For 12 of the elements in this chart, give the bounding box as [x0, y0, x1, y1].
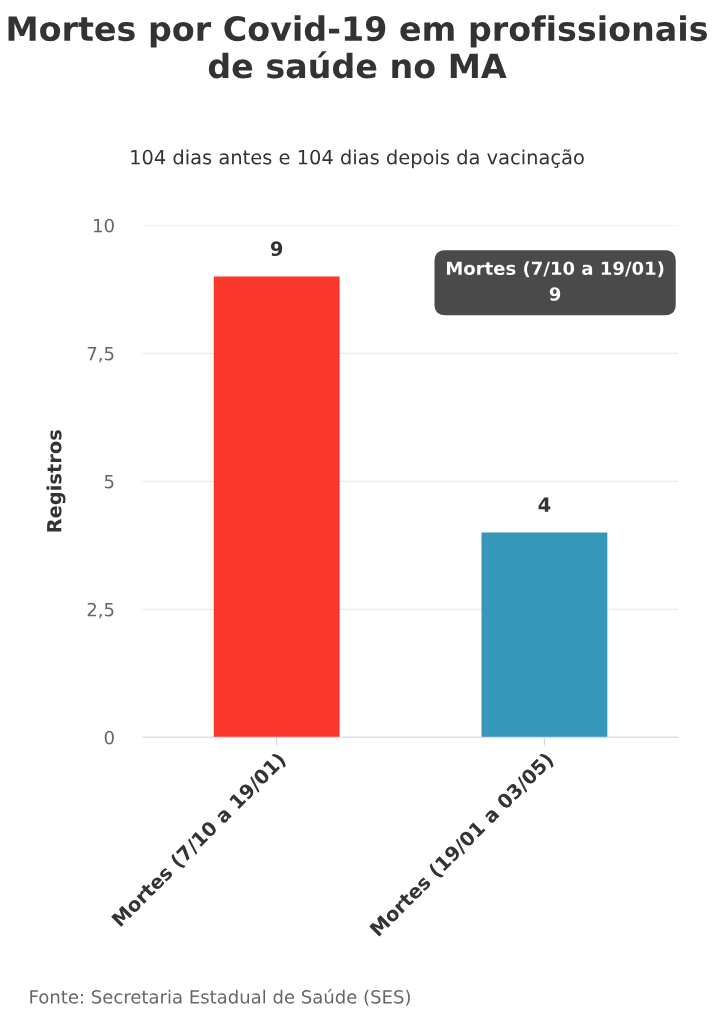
data-label: 9: [270, 241, 283, 257]
chart-subtitle: 104 dias antes e 104 dias depois da vacinação: [131, 149, 584, 169]
data-label: 4: [538, 497, 551, 512]
y-tick-label: 0: [104, 730, 114, 745]
y-tick-label: 5: [104, 474, 114, 489]
y-tick-label: 7,5: [87, 346, 114, 363]
source-note: Fonte: Secretaria Estadual de Saúde (SES): [30, 988, 410, 1006]
y-axis-title: Registros: [46, 430, 66, 532]
annotation: Mortes (7/10 a 19/01) 9: [447, 261, 664, 301]
y-tick-label: 10: [94, 218, 114, 233]
chart-title: Mortes por Covid-19 em profissionais de saúde no MA: [8, 15, 707, 79]
y-tick-label: 2,5: [87, 602, 114, 619]
